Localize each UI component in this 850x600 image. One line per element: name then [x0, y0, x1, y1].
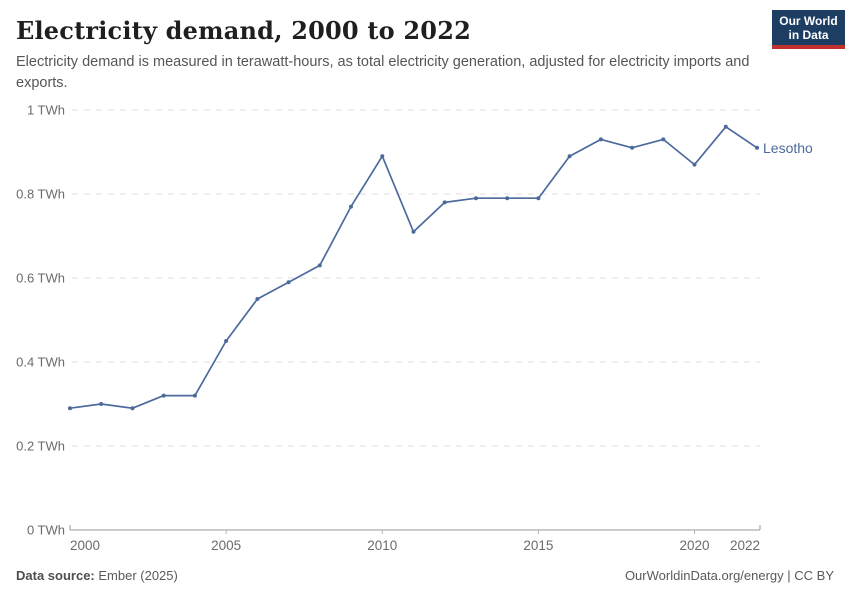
x-axis-tick-label: 2010: [367, 538, 397, 553]
chart-title: Electricity demand, 2000 to 2022: [16, 16, 471, 45]
data-point-marker: [380, 154, 385, 159]
y-axis-tick-label: 0 TWh: [27, 523, 65, 538]
x-axis-tick-label: 2005: [211, 538, 241, 553]
series-label-lesotho[interactable]: Lesotho: [763, 140, 813, 156]
y-axis-tick-label: 0.4 TWh: [16, 355, 65, 370]
data-point-marker: [598, 137, 603, 142]
data-point-marker: [536, 196, 541, 201]
data-point-marker: [505, 196, 510, 201]
data-point-marker: [755, 145, 759, 150]
data-point-marker: [349, 204, 353, 209]
data-point-marker: [192, 393, 197, 398]
x-axis-tick-label: 2015: [523, 538, 553, 553]
data-source-note: Data source: Ember (2025): [16, 568, 178, 583]
y-axis-tick-label: 1 TWh: [27, 103, 65, 118]
y-axis-tick-label: 0.8 TWh: [16, 187, 65, 202]
data-point-marker: [130, 406, 135, 411]
data-point-marker: [68, 406, 72, 411]
owid-logo-line2: in Data: [788, 27, 829, 42]
x-axis-tick-label: 2020: [680, 538, 710, 553]
data-point-marker: [99, 402, 104, 406]
data-source-label: Data source:: [16, 568, 95, 583]
data-point-marker: [317, 263, 322, 268]
data-point-marker: [723, 124, 728, 129]
footer-citation-link[interactable]: OurWorldinData.org/energy | CC BY: [624, 568, 834, 583]
data-point-marker: [442, 200, 447, 205]
data-point-marker: [692, 162, 697, 167]
data-point-marker: [630, 145, 635, 150]
chart-subtitle: Electricity demand is measured in terawa…: [16, 54, 750, 91]
x-axis-tick-label: 2000: [70, 538, 100, 553]
y-axis-tick-label: 0.6 TWh: [16, 271, 65, 286]
data-point-marker: [411, 229, 416, 234]
data-line: [69, 125, 758, 410]
owid-logo-line1: Our World: [779, 13, 838, 28]
data-point-marker: [567, 154, 572, 159]
data-point-marker: [161, 393, 166, 398]
data-point-marker: [286, 280, 291, 285]
owid-logo[interactable]: Our World in Data: [772, 10, 845, 49]
data-point-marker: [661, 137, 666, 142]
data-point-marker: [224, 339, 229, 343]
y-axis-tick-label: 0.2 TWh: [16, 439, 65, 454]
data-point-marker: [255, 297, 260, 301]
x-axis-tick-label: 2022: [730, 538, 760, 553]
data-point-marker: [474, 196, 478, 201]
data-source-value: Ember (2025): [94, 568, 178, 583]
chart-footer: Data source: Ember (2025) OurWorldinData…: [16, 568, 834, 586]
